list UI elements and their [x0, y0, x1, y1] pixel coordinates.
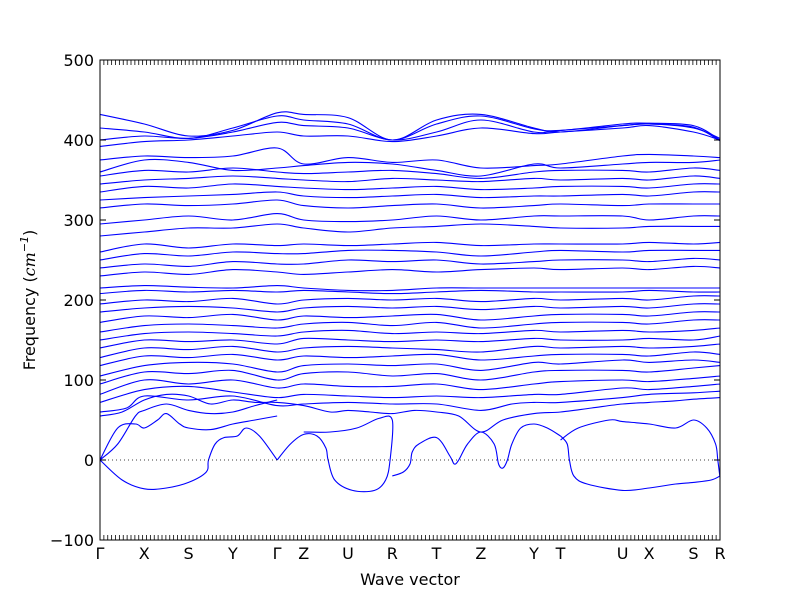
x-tick-label: Z: [298, 544, 309, 563]
band-line-10: [99, 383, 721, 403]
x-tick-label: T: [555, 544, 566, 563]
band-line-23: [99, 285, 720, 292]
x-tick-label: S: [688, 544, 698, 563]
band-line-37: [99, 124, 721, 147]
band-line-38: [99, 119, 721, 141]
band-line-6: [99, 413, 278, 461]
band-line-14: [99, 351, 721, 367]
band-line-1: [99, 427, 278, 490]
band-line-36: [99, 147, 721, 169]
x-tick-label: Γ: [96, 544, 105, 563]
x-tick-label: Y: [227, 544, 238, 563]
band-line-18: [99, 319, 721, 333]
band-line-19: [99, 311, 721, 323]
band-line-21: [99, 295, 721, 305]
x-tick-label: Z: [475, 544, 486, 563]
y-axis: −100 0 100 200 300 400 500: [50, 51, 720, 550]
x-tick-label: Γ: [273, 544, 282, 563]
band-line-8: [99, 393, 721, 433]
y-tick-label: −100: [50, 531, 94, 550]
x-tick-label: X: [644, 544, 655, 563]
band-line-27: [99, 241, 721, 253]
band-line-28: [99, 223, 720, 237]
x-tick-label: S: [183, 544, 193, 563]
band-line-35: [99, 158, 721, 177]
y-axis-unit-exponent: −1: [18, 236, 31, 252]
band-line-2: [276, 415, 394, 493]
y-tick-label: 300: [63, 211, 94, 230]
band-line-16: [99, 335, 721, 349]
x-tick-label: U: [342, 544, 354, 563]
y-axis-title-close: ): [20, 230, 39, 236]
y-tick-label: 0: [84, 451, 94, 470]
band-line-26: [99, 249, 720, 261]
band-line-31: [99, 191, 721, 201]
band-line-34: [99, 167, 721, 179]
band-line-13: [99, 359, 721, 377]
band-line-22: [99, 289, 721, 295]
band-line-7: [99, 399, 278, 461]
band-line-15: [99, 343, 721, 359]
band-line-9: [99, 390, 721, 413]
band-line-17: [99, 327, 721, 341]
y-axis-title-text: Frequency (: [20, 276, 39, 370]
band-line-33: [99, 175, 721, 185]
band-line-4: [560, 435, 721, 492]
band-line-12: [99, 365, 721, 385]
band-line-30: [99, 199, 720, 209]
x-tick-label: R: [387, 544, 398, 563]
plot-frame: [99, 59, 721, 541]
y-axis-unit: cm: [20, 252, 39, 276]
y-tick-label: 400: [63, 131, 94, 150]
band-line-24: [99, 265, 721, 277]
band-line-32: [99, 183, 721, 193]
y-tick-label: 200: [63, 291, 94, 310]
band-lines: [99, 111, 721, 493]
band-line-3: [392, 423, 561, 477]
band-line-11: [99, 375, 721, 395]
x-tick-label: R: [714, 544, 725, 563]
band-line-40: [99, 111, 721, 142]
x-tick-label: T: [431, 544, 442, 563]
y-axis-title: Frequency (cm−1): [18, 230, 39, 371]
x-tick-label: U: [617, 544, 629, 563]
x-tick-label: Y: [528, 544, 539, 563]
band-line-39: [99, 115, 721, 141]
band-line-25: [99, 257, 721, 269]
y-tick-label: 500: [63, 51, 94, 70]
y-tick-label: 100: [63, 371, 94, 390]
x-axis-title: Wave vector: [360, 570, 460, 589]
band-line-5: [560, 419, 721, 478]
x-tick-label: X: [139, 544, 150, 563]
band-line-29: [99, 213, 721, 225]
band-line-20: [99, 303, 721, 313]
